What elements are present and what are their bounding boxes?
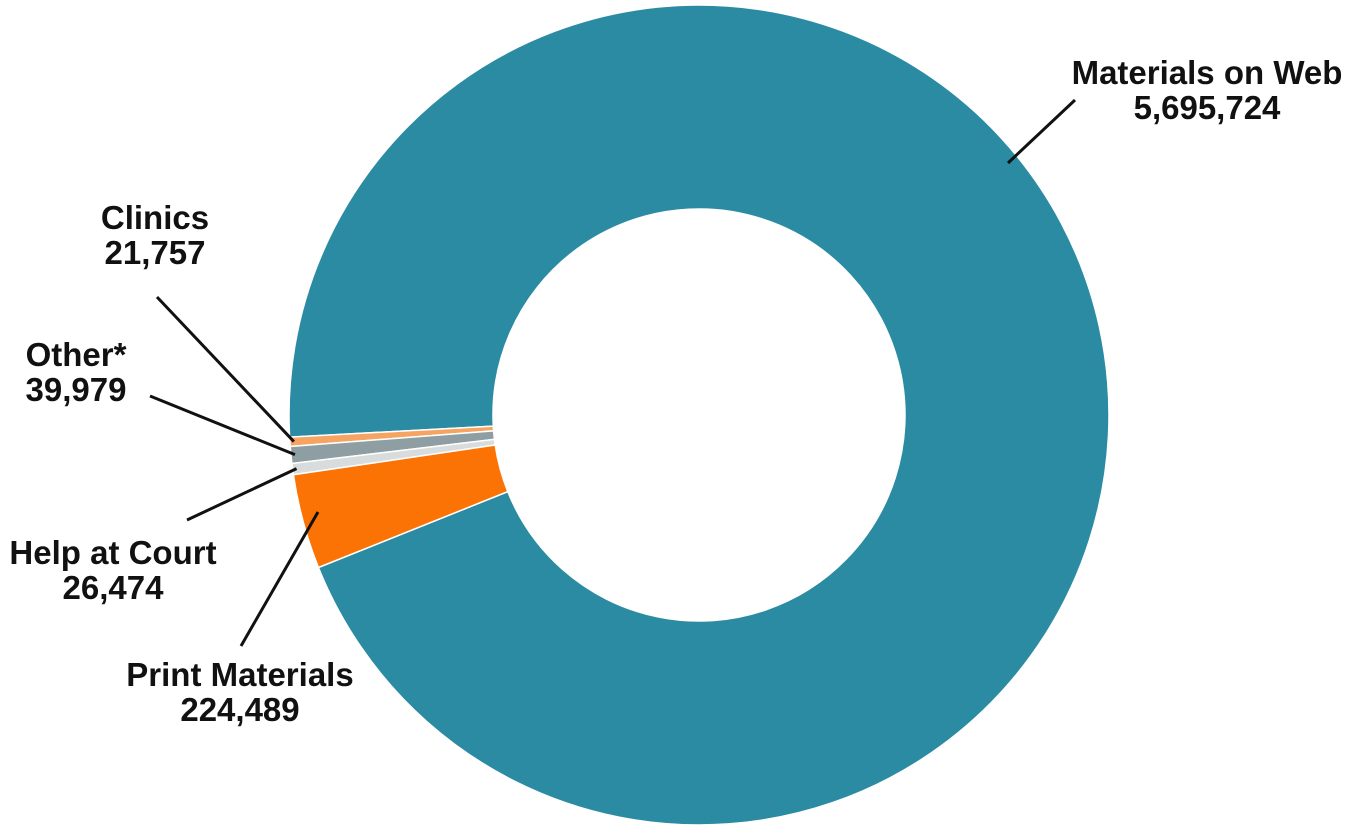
slice-print-materials: [292, 444, 509, 569]
value-other: 39,979: [26, 371, 127, 408]
leader-materials-on-web: [1006, 98, 1077, 165]
leader-clinics: [155, 295, 295, 443]
leader-help-at-court: [186, 467, 298, 522]
value-materials-on-web: 5,695,724: [1134, 89, 1281, 126]
leader-print-materials: [239, 511, 320, 647]
donut-slices: [288, 4, 1110, 826]
label-clinics: Clinics: [101, 199, 209, 236]
value-print-materials: 224,489: [180, 691, 299, 728]
label-print-materials: Print Materials: [126, 656, 353, 693]
label-materials-on-web: Materials on Web: [1072, 54, 1343, 91]
value-help-at-court: 26,474: [63, 569, 165, 606]
leader-other: [149, 394, 296, 457]
value-clinics: 21,757: [105, 234, 206, 271]
slice-materials-on-web: [288, 4, 1110, 826]
label-other: Other*: [26, 336, 127, 373]
leader-lines: [149, 98, 1077, 647]
label-help-at-court: Help at Court: [9, 534, 216, 571]
